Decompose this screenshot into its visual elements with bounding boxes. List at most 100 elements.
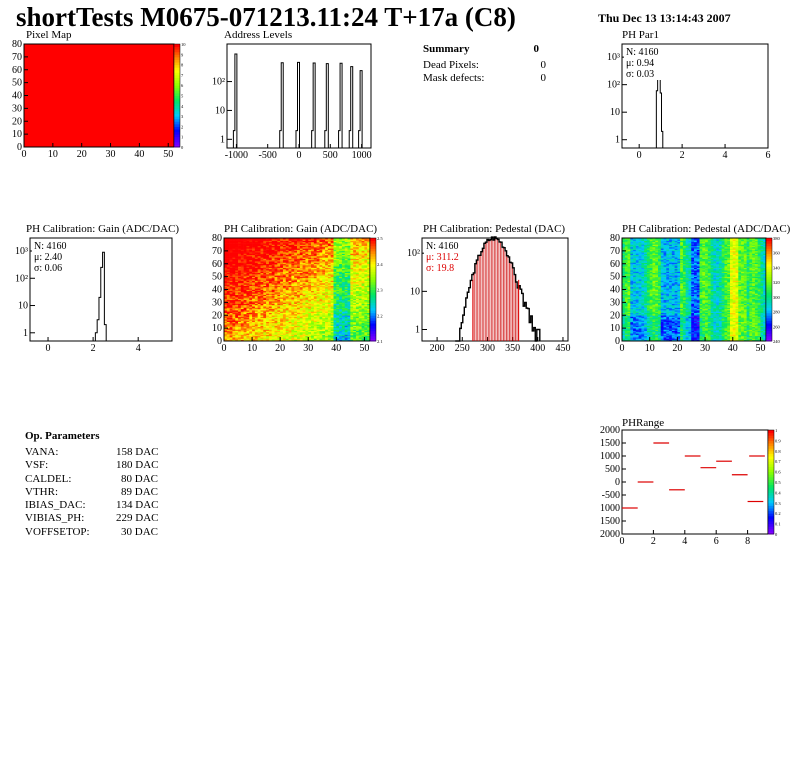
heatmap-cell — [347, 274, 351, 276]
heatmap-cell — [294, 334, 298, 337]
heatmap-cell — [280, 239, 284, 241]
heatmap-cell — [319, 247, 323, 249]
heatmap-cell — [630, 276, 634, 279]
heatmap-cell — [246, 285, 250, 288]
heatmap-cell — [627, 288, 631, 290]
heatmap-cell — [240, 258, 244, 261]
heatmap-cell — [347, 322, 351, 325]
heatmap-cell — [333, 313, 337, 316]
heatmap-cell — [344, 280, 348, 283]
heatmap-cell — [316, 253, 320, 256]
x-tick-label: 40 — [331, 343, 341, 354]
heatmap-cell — [238, 259, 242, 262]
heatmap-cell — [282, 244, 287, 247]
heatmap-cell — [627, 293, 631, 295]
heatmap-cell — [246, 316, 250, 319]
heatmap-cell — [266, 244, 270, 247]
heatmap-cell — [350, 270, 354, 272]
heatmap-cell — [627, 252, 631, 254]
heatmap-cell — [347, 304, 351, 307]
heatmap-cell — [249, 245, 253, 248]
heatmap-cell — [353, 268, 357, 271]
heatmap-cell — [249, 258, 253, 261]
heatmap-cell — [330, 285, 334, 288]
heatmap-cell — [260, 248, 264, 250]
heatmap-cell — [344, 331, 348, 334]
heatmap-cell — [325, 265, 329, 267]
heatmap-cell — [294, 324, 298, 326]
heatmap-cell — [622, 306, 626, 308]
heatmap-cell — [355, 330, 360, 333]
heatmap-cell — [240, 329, 244, 331]
heatmap-cell — [232, 286, 236, 289]
heatmap-cell — [353, 270, 357, 272]
heatmap-cell — [249, 297, 253, 299]
heatmap-cell — [302, 244, 306, 247]
heatmap-cell — [246, 313, 250, 316]
heatmap-cell — [336, 302, 340, 304]
heatmap-cell — [635, 254, 639, 257]
heatmap-cell — [282, 277, 287, 280]
heatmap-cell — [327, 238, 331, 240]
heatmap-cell — [627, 271, 631, 274]
heatmap-cell — [633, 271, 637, 274]
heatmap-cell — [353, 337, 357, 339]
heatmap-cell — [238, 279, 242, 281]
heatmap-cell — [305, 283, 309, 285]
heatmap-cell — [232, 238, 236, 240]
heatmap-cell — [232, 306, 236, 308]
heatmap-cell — [252, 261, 256, 263]
heatmap-cell — [294, 275, 298, 277]
heatmap-cell — [240, 337, 244, 339]
heatmap-cell — [364, 268, 368, 271]
heatmap-cell — [268, 277, 273, 280]
heatmap-cell — [232, 262, 236, 265]
heatmap-cell — [319, 239, 323, 241]
heatmap-cell — [263, 337, 267, 339]
heatmap-cell — [361, 298, 365, 301]
heatmap-cell — [305, 334, 309, 337]
stats-n: N: 4160 — [426, 241, 459, 252]
heatmap-cell — [260, 335, 264, 338]
heatmap-cell — [252, 321, 256, 324]
heatmap-cell — [280, 331, 284, 334]
heatmap-cell — [235, 265, 239, 267]
heatmap-cell — [341, 262, 346, 265]
heatmap-cell — [285, 325, 289, 328]
heatmap-cell — [277, 262, 281, 265]
heatmap-cell — [627, 261, 631, 263]
heatmap-cell — [341, 267, 346, 270]
heatmap-cell — [266, 334, 270, 337]
heatmap-cell — [257, 331, 261, 334]
heatmap-cell — [313, 267, 317, 270]
heatmap-cell — [325, 333, 329, 335]
heatmap-cell — [277, 294, 281, 297]
heatmap-cell — [238, 263, 242, 266]
heatmap-cell — [311, 315, 315, 317]
heatmap-cell — [358, 292, 362, 294]
heatmap-cell — [624, 333, 628, 335]
heatmap-cell — [257, 317, 261, 320]
heatmap-cell — [322, 245, 326, 248]
heatmap-cell — [271, 252, 275, 254]
heatmap-cell — [224, 333, 228, 335]
heatmap-cell — [627, 297, 631, 299]
heatmap-cell — [235, 320, 239, 322]
heatmap-cell — [350, 257, 354, 259]
heatmap-cell — [252, 325, 256, 328]
heatmap-cell — [355, 272, 360, 275]
heatmap-cell — [635, 244, 639, 247]
heatmap-cell — [260, 245, 264, 248]
heatmap-cell — [336, 257, 340, 259]
heatmap-cell — [263, 259, 267, 262]
colorbar-cell — [370, 276, 376, 280]
heatmap-cell — [339, 279, 343, 281]
heatmap-cell — [294, 311, 298, 313]
heatmap-cell — [285, 310, 289, 312]
heatmap-cell — [282, 322, 287, 325]
heatmap-cell — [635, 335, 639, 338]
colorbar-cell — [370, 294, 376, 298]
heatmap-cell — [299, 279, 303, 281]
heatmap-cell — [313, 322, 317, 325]
heatmap-cell — [305, 301, 309, 303]
